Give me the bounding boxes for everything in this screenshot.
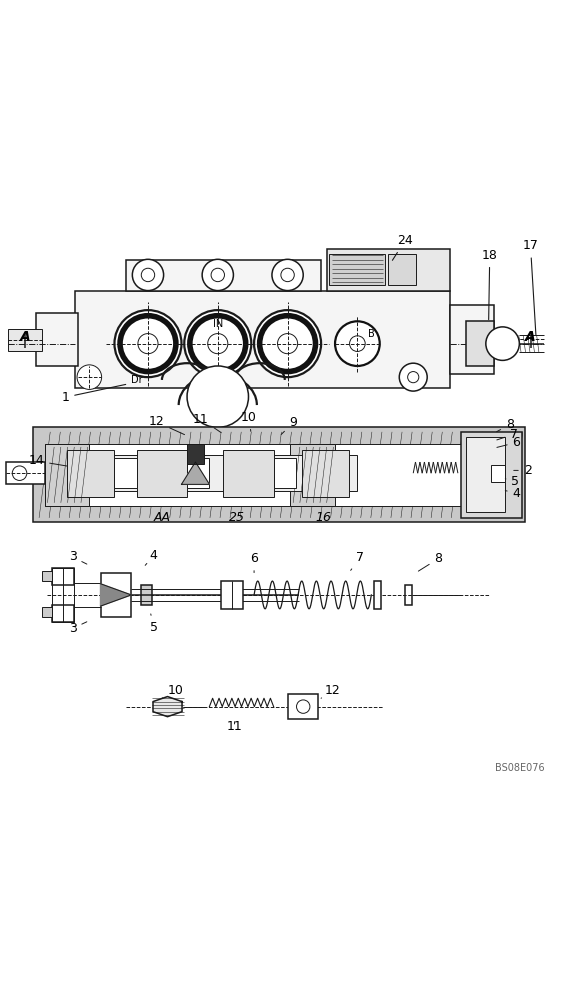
Polygon shape (182, 462, 209, 484)
Polygon shape (100, 584, 131, 606)
Circle shape (202, 259, 233, 291)
Bar (52, 568, 74, 585)
Text: Dr: Dr (131, 375, 143, 385)
Text: AA: AA (153, 511, 170, 524)
Bar (8, 329, 42, 351)
Text: 12: 12 (321, 684, 340, 698)
Circle shape (272, 259, 303, 291)
Text: IN: IN (213, 319, 223, 329)
Text: 6: 6 (250, 552, 258, 573)
Text: 10: 10 (162, 684, 184, 698)
Bar (491, 465, 505, 482)
Bar (329, 254, 385, 285)
Text: 2: 2 (514, 464, 532, 477)
Text: 18: 18 (482, 249, 497, 320)
Text: A: A (525, 330, 536, 344)
Bar (187, 458, 209, 488)
Text: 17: 17 (523, 239, 539, 335)
Bar (52, 605, 74, 622)
Bar (42, 571, 52, 581)
Text: A: A (20, 330, 30, 344)
Text: 11: 11 (193, 413, 221, 433)
Text: B: B (368, 329, 374, 339)
Bar (327, 249, 450, 291)
Text: 12: 12 (148, 415, 184, 435)
Polygon shape (153, 697, 182, 717)
Text: 9: 9 (281, 416, 297, 434)
Bar (405, 585, 412, 605)
Text: 25: 25 (230, 511, 245, 524)
Text: 7: 7 (351, 551, 364, 570)
Bar (466, 321, 494, 366)
Text: 4: 4 (505, 487, 521, 500)
Bar (221, 581, 243, 609)
Text: 7: 7 (497, 428, 518, 441)
Text: 11: 11 (227, 720, 243, 733)
Bar (288, 694, 318, 719)
Circle shape (335, 321, 380, 366)
Bar (45, 444, 514, 506)
Text: 6: 6 (497, 436, 521, 449)
Circle shape (399, 363, 427, 391)
Bar (76, 291, 450, 388)
Circle shape (133, 259, 164, 291)
Bar (461, 432, 522, 518)
Bar (223, 450, 274, 497)
Bar (126, 260, 321, 291)
Bar (137, 450, 187, 497)
Text: 24: 24 (393, 234, 413, 260)
Bar (114, 458, 137, 488)
Bar (42, 607, 52, 617)
Text: BS08E076: BS08E076 (495, 763, 544, 773)
Circle shape (184, 310, 252, 377)
Circle shape (486, 327, 519, 360)
Bar (466, 437, 505, 512)
Text: 3: 3 (69, 550, 87, 564)
Bar (388, 254, 416, 285)
Circle shape (114, 310, 182, 377)
Text: 8: 8 (497, 418, 514, 432)
Text: 5: 5 (505, 475, 519, 488)
Circle shape (77, 365, 102, 389)
Bar (274, 458, 296, 488)
Text: 8: 8 (418, 552, 442, 571)
Circle shape (254, 310, 321, 377)
Bar (100, 573, 131, 617)
Text: 1: 1 (61, 384, 126, 404)
Bar (450, 305, 494, 374)
Bar (33, 427, 525, 522)
Bar (52, 568, 74, 622)
Bar (302, 450, 349, 497)
Text: 3: 3 (69, 622, 87, 635)
Bar (290, 444, 335, 506)
Bar (45, 444, 89, 506)
Text: 16: 16 (316, 511, 332, 524)
Bar (374, 581, 381, 609)
Bar (141, 585, 152, 605)
Text: 5: 5 (149, 614, 157, 634)
Text: 14: 14 (28, 454, 67, 467)
Bar (36, 313, 78, 366)
Bar (187, 444, 204, 464)
Bar (67, 450, 114, 497)
Text: 10: 10 (241, 411, 257, 431)
Bar (67, 455, 358, 491)
Bar (6, 462, 45, 484)
Text: 4: 4 (145, 549, 157, 565)
Circle shape (187, 366, 249, 427)
